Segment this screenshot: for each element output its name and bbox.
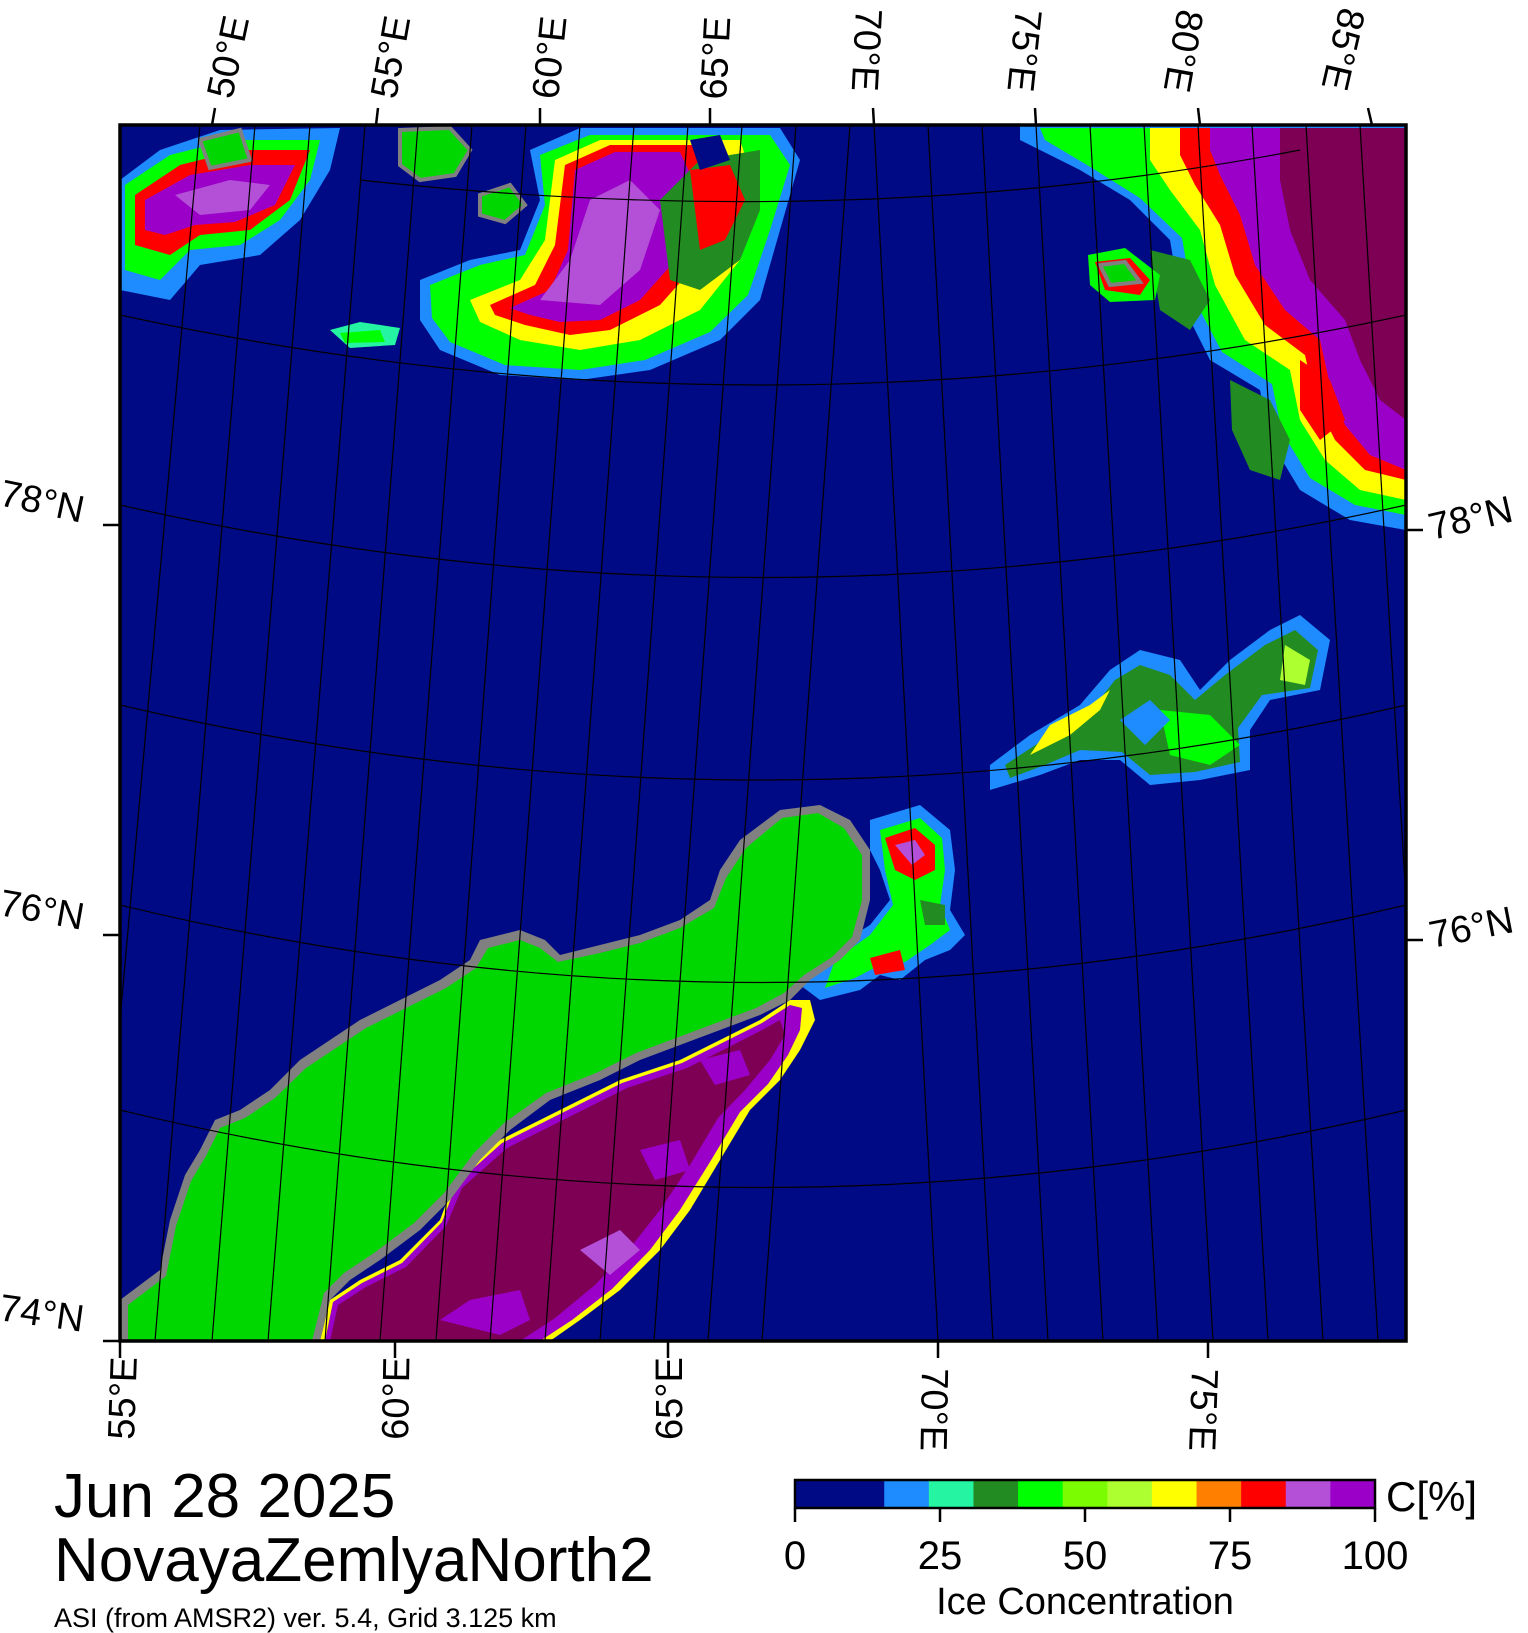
colorbar-swatch bbox=[1151, 1480, 1198, 1508]
bottom-lon-label: 55°E bbox=[101, 1356, 146, 1440]
top-lon-label: 50°E bbox=[200, 12, 258, 102]
colorbar-tick-label: 100 bbox=[1341, 1534, 1409, 1578]
top-lon-label: 75°E bbox=[998, 7, 1048, 94]
region-name: NovayaZemlyaNorth2 bbox=[54, 1526, 654, 1595]
colorbar-swatch bbox=[839, 1480, 885, 1508]
colorbar-swatch bbox=[1107, 1480, 1153, 1508]
map-date: Jun 28 2025 bbox=[54, 1462, 396, 1531]
left-lat-label: 78°N bbox=[0, 473, 88, 532]
left-lat-label: 76°N bbox=[0, 883, 87, 939]
northern-ice-field bbox=[120, 125, 800, 380]
colorbar-swatch bbox=[928, 1480, 975, 1508]
colorbar-swatch bbox=[1285, 1480, 1331, 1508]
colorbar-swatch bbox=[1330, 1480, 1376, 1508]
top-lon-label: 60°E bbox=[525, 14, 575, 101]
graticule bbox=[120, 125, 1406, 1341]
colorbar-title: Ice Concentration bbox=[936, 1581, 1234, 1623]
northeast-ice-field bbox=[1020, 125, 1406, 530]
left-lat-label: 74°N bbox=[0, 1287, 87, 1340]
top-lon-label: 65°E bbox=[693, 16, 739, 101]
bottom-lon-label: 60°E bbox=[375, 1357, 418, 1441]
colorbar-swatch bbox=[1018, 1480, 1064, 1508]
top-lon-label: 70°E bbox=[843, 8, 889, 93]
colorbar-tick-label: 25 bbox=[917, 1534, 963, 1578]
right-lat-label: 76°N bbox=[1426, 899, 1517, 956]
colorbar-swatch bbox=[1062, 1480, 1108, 1508]
bottom-lon-label: 65°E bbox=[649, 1357, 691, 1440]
colorbar-swatch bbox=[795, 1480, 841, 1508]
top-lon-labels: 50°E 55°E 60°E 65°E 70°E 75°E 80°E 85°E bbox=[200, 4, 1372, 102]
right-lat-label: 78°N bbox=[1425, 489, 1517, 549]
map-frame bbox=[118, 123, 1408, 1343]
bottom-lon-labels: 55°E 60°E 65°E 70°E 75°E bbox=[101, 1356, 1225, 1452]
lat-labels: 78°N 76°N 74°N 78°N 76°N bbox=[0, 473, 1517, 1341]
frame-ticks bbox=[103, 107, 1423, 1358]
colorbar-swatch bbox=[884, 1480, 930, 1508]
colorbar-swatch bbox=[1241, 1480, 1287, 1508]
colorbar-tick-label: 75 bbox=[1207, 1534, 1253, 1578]
top-lon-label: 55°E bbox=[364, 13, 420, 102]
colorbar-tick-label: 0 bbox=[783, 1534, 807, 1578]
colorbar-swatch bbox=[1196, 1480, 1242, 1508]
top-lon-label: 85°E bbox=[1313, 4, 1373, 94]
bottom-lon-label: 70°E bbox=[912, 1368, 955, 1452]
central-ice-patches bbox=[800, 615, 1330, 1000]
colorbar-swatch bbox=[973, 1480, 1019, 1508]
colorbar-unit: C[%] bbox=[1386, 1473, 1478, 1520]
colorbar bbox=[793, 1478, 1377, 1522]
bottom-lon-label: 75°E bbox=[1180, 1368, 1225, 1452]
top-lon-label: 80°E bbox=[1155, 6, 1211, 95]
data-source: ASI (from AMSR2) ver. 5.4, Grid 3.125 km bbox=[54, 1603, 557, 1633]
colorbar-tick-label: 50 bbox=[1062, 1534, 1108, 1578]
